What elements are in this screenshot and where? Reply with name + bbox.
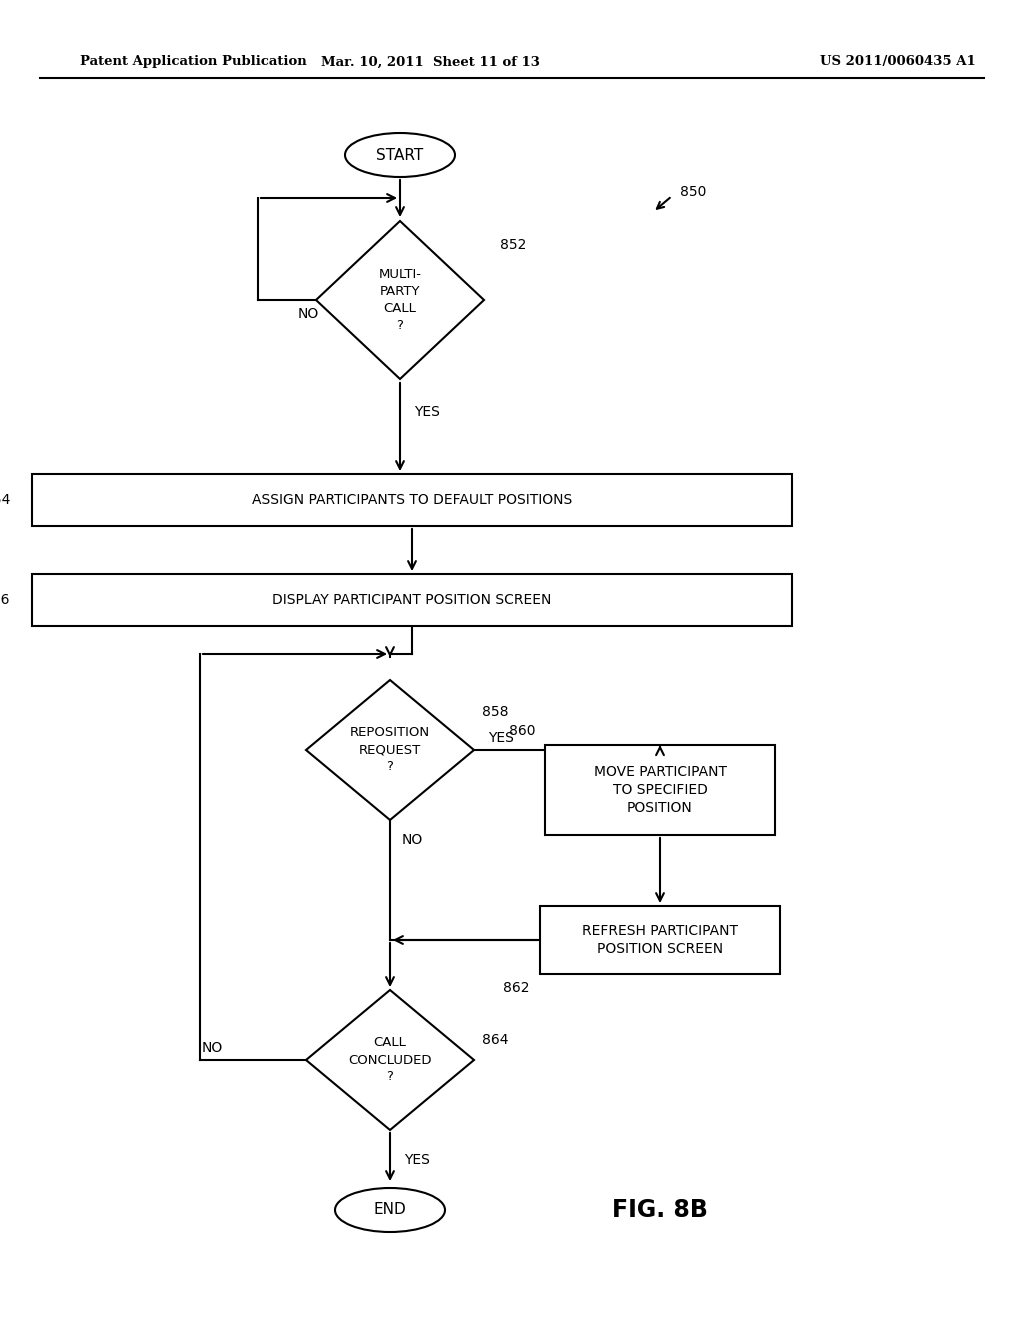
Text: YES: YES bbox=[488, 731, 514, 744]
Text: ASSIGN PARTICIPANTS TO DEFAULT POSITIONS: ASSIGN PARTICIPANTS TO DEFAULT POSITIONS bbox=[252, 492, 572, 507]
Polygon shape bbox=[306, 680, 474, 820]
Text: Patent Application Publication: Patent Application Publication bbox=[80, 55, 307, 69]
Text: 862: 862 bbox=[504, 981, 530, 995]
Ellipse shape bbox=[335, 1188, 445, 1232]
Text: MULTI-
PARTY
CALL
?: MULTI- PARTY CALL ? bbox=[379, 268, 422, 333]
Text: NO: NO bbox=[298, 308, 319, 321]
Text: 860: 860 bbox=[509, 723, 535, 738]
Ellipse shape bbox=[345, 133, 455, 177]
Text: 852: 852 bbox=[500, 238, 526, 252]
Text: 854: 854 bbox=[0, 492, 10, 507]
Text: FIG. 8B: FIG. 8B bbox=[612, 1199, 708, 1222]
Text: REFRESH PARTICIPANT
POSITION SCREEN: REFRESH PARTICIPANT POSITION SCREEN bbox=[582, 924, 738, 956]
Text: US 2011/0060435 A1: US 2011/0060435 A1 bbox=[820, 55, 976, 69]
Text: END: END bbox=[374, 1203, 407, 1217]
FancyBboxPatch shape bbox=[545, 744, 775, 836]
Text: 858: 858 bbox=[482, 705, 509, 719]
Text: Mar. 10, 2011  Sheet 11 of 13: Mar. 10, 2011 Sheet 11 of 13 bbox=[321, 55, 540, 69]
Text: YES: YES bbox=[414, 405, 440, 418]
FancyBboxPatch shape bbox=[32, 474, 792, 525]
Text: YES: YES bbox=[404, 1152, 430, 1167]
Text: DISPLAY PARTICIPANT POSITION SCREEN: DISPLAY PARTICIPANT POSITION SCREEN bbox=[272, 593, 552, 607]
Text: 864: 864 bbox=[482, 1034, 509, 1047]
Text: MOVE PARTICIPANT
TO SPECIFIED
POSITION: MOVE PARTICIPANT TO SPECIFIED POSITION bbox=[594, 764, 726, 816]
FancyBboxPatch shape bbox=[540, 906, 780, 974]
Text: NO: NO bbox=[402, 833, 423, 847]
Text: CALL
CONCLUDED
?: CALL CONCLUDED ? bbox=[348, 1036, 432, 1084]
Polygon shape bbox=[306, 990, 474, 1130]
FancyBboxPatch shape bbox=[32, 574, 792, 626]
Text: NO: NO bbox=[202, 1041, 223, 1055]
Text: START: START bbox=[377, 148, 424, 162]
Text: 856: 856 bbox=[0, 593, 10, 607]
Polygon shape bbox=[316, 220, 484, 379]
Text: 850: 850 bbox=[680, 185, 707, 199]
Text: REPOSITION
REQUEST
?: REPOSITION REQUEST ? bbox=[350, 726, 430, 774]
